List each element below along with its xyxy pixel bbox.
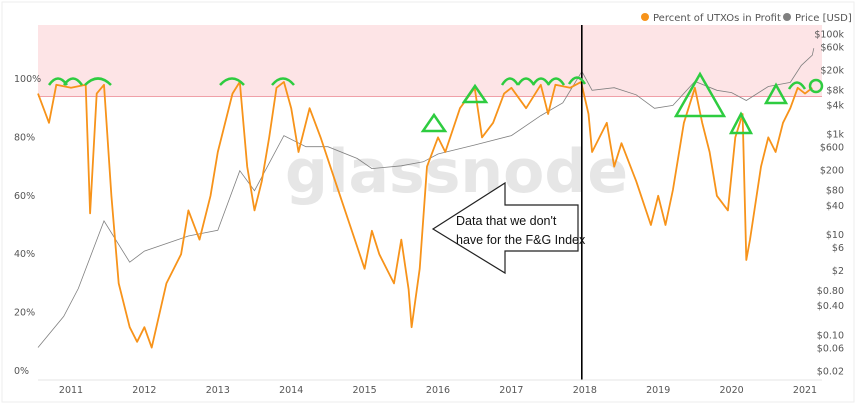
legend-dot-price xyxy=(783,13,791,21)
price-line xyxy=(37,48,815,348)
y-right-tick-label: $100k xyxy=(814,29,844,40)
y-right-tick-label: $40 xyxy=(826,201,844,212)
y-right-tick-label: $0.10 xyxy=(817,331,844,342)
y-right-tick-label: $10 xyxy=(826,230,844,241)
y-left-tick-label: 0% xyxy=(14,366,29,377)
triangle-annotation xyxy=(461,83,489,104)
arc-annotation xyxy=(500,77,520,86)
y-left-tick-label: 20% xyxy=(14,308,35,319)
arc-annotation xyxy=(516,77,536,86)
legend-dot-percent xyxy=(641,13,649,21)
legend-price[interactable]: Price [USD] xyxy=(795,13,852,24)
x-tick-label: 2021 xyxy=(793,385,817,396)
y-right-tick-label: $0.80 xyxy=(817,286,844,297)
arrow-callout xyxy=(431,181,579,275)
x-tick-label: 2015 xyxy=(353,385,377,396)
x-tick-label: 2012 xyxy=(132,385,156,396)
y-left-tick-label: 60% xyxy=(14,191,35,202)
triangle-annotation xyxy=(763,82,789,105)
arc-annotation xyxy=(546,77,566,86)
triangle-annotation xyxy=(728,111,754,135)
arc-annotation xyxy=(531,77,551,86)
y-right-tick-label: $2 xyxy=(832,266,844,277)
x-tick-label: 2018 xyxy=(573,385,597,396)
x-tick-label: 2016 xyxy=(426,385,450,396)
x-tick-label: 2020 xyxy=(720,385,744,396)
arrow-text-line1: Data that we don't xyxy=(456,214,557,228)
y-right-tick-label: $8k xyxy=(826,85,844,96)
arc-annotation xyxy=(84,77,112,86)
circle-annotation xyxy=(808,78,824,94)
x-tick-label: 2011 xyxy=(59,385,83,396)
x-tick-label: 2017 xyxy=(499,385,523,396)
arc-annotation xyxy=(219,77,245,86)
y-right-tick-label: $0.40 xyxy=(817,301,844,312)
arc-annotation xyxy=(787,81,807,90)
x-tick-label: 2014 xyxy=(279,385,303,396)
triangle-annotation xyxy=(673,71,727,118)
y-left-tick-label: 40% xyxy=(14,249,35,260)
y-right-tick-label: $20k xyxy=(820,65,844,76)
y-right-tick-label: $80 xyxy=(826,186,844,197)
y-right-tick-label: $0.02 xyxy=(817,367,844,378)
green-annotations xyxy=(47,71,824,135)
y-left-tick-label: 80% xyxy=(14,132,35,143)
arc-annotation xyxy=(271,77,295,86)
arc-annotation xyxy=(62,77,84,86)
watermark: glassnode xyxy=(285,137,628,207)
y-right-tick-label: $1k xyxy=(826,130,844,141)
y-right-tick-label: $200 xyxy=(820,166,844,177)
y-right-tick-label: $0.06 xyxy=(817,344,844,355)
high-profit-band xyxy=(38,25,822,97)
triangle-annotation xyxy=(420,112,448,133)
y-right-tick-label: $4k xyxy=(826,100,844,111)
y-left-tick-label: 100% xyxy=(14,74,41,85)
y-right-tick-label: $600 xyxy=(820,143,844,154)
x-tick-label: 2013 xyxy=(206,385,230,396)
legend-percent[interactable]: Percent of UTXOs in Profit xyxy=(653,13,781,24)
y-right-tick-label: $6 xyxy=(832,243,844,254)
arrow-text-line2: have for the F&G Index xyxy=(456,233,586,247)
x-tick-label: 2019 xyxy=(646,385,670,396)
y-right-tick-label: $60k xyxy=(820,42,844,53)
percent-profit-line xyxy=(37,81,813,349)
arc-annotation xyxy=(567,76,587,85)
